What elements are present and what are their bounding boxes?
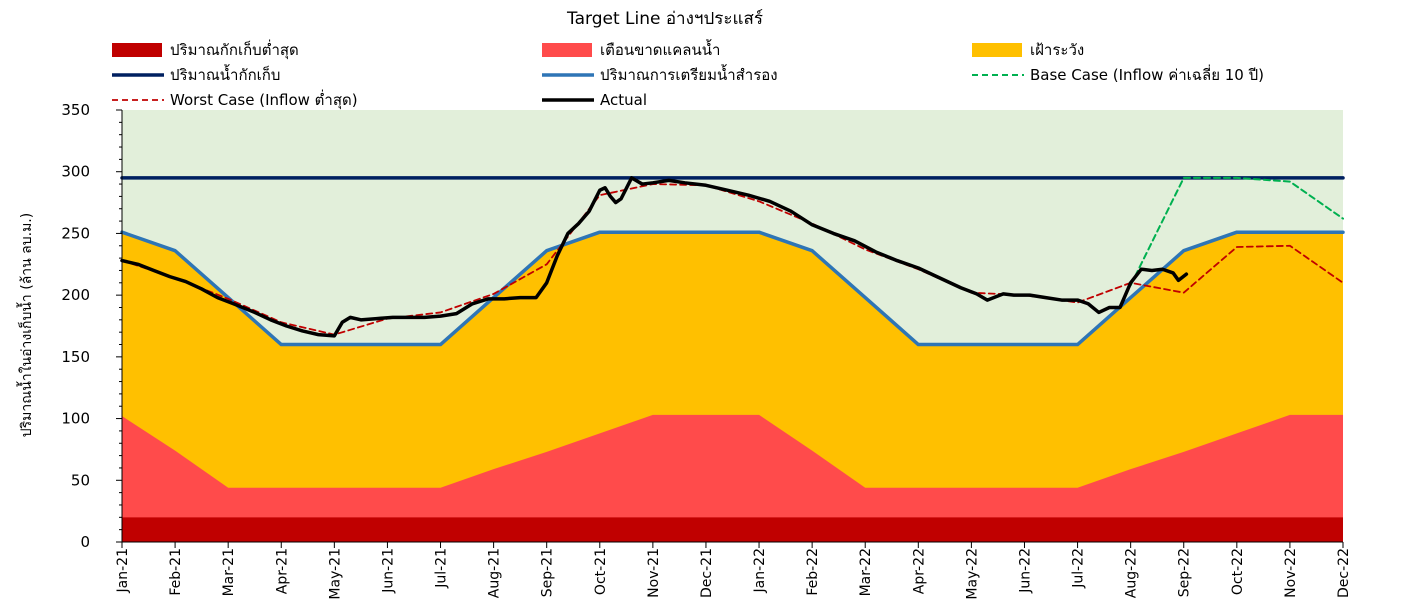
x-tick-label: Nov-21 [646, 548, 662, 598]
y-tick-label: 0 [80, 533, 90, 551]
x-tick-label: Dec-22 [1336, 548, 1352, 598]
legend-item-min_storage: ปริมาณกักเก็บต่ำสุด [112, 39, 299, 60]
chart-title: Target Line อ่างฯประแสร์ [566, 9, 763, 29]
y-tick-label: 100 [61, 410, 90, 428]
legend-label: ปริมาณกักเก็บต่ำสุด [170, 39, 299, 60]
plot-area [120, 110, 1345, 543]
x-tick-label: Aug-21 [487, 548, 503, 598]
legend-label: Actual [600, 91, 647, 109]
x-tick-label: Jul-21 [434, 548, 450, 589]
x-tick-label: Mar-22 [858, 548, 874, 596]
legend-item-actual: Actual [542, 91, 647, 109]
y-tick-label: 150 [61, 348, 90, 366]
x-tick-label: May-22 [964, 548, 980, 600]
x-tick-label: Sep-21 [540, 548, 556, 597]
x-tick-label: Oct-22 [1230, 548, 1246, 595]
x-tick-label: Feb-21 [168, 548, 184, 596]
y-tick-label: 50 [71, 471, 90, 489]
y-tick-label: 350 [61, 101, 90, 119]
line-reserve [120, 230, 1345, 347]
legend-label: Base Case (Inflow ค่าเฉลี่ย 10 ปี) [1030, 64, 1264, 84]
y-tick-label: 250 [61, 224, 90, 242]
x-tick-label: Jan-21 [115, 548, 131, 593]
y-axis-label: ปริมาณน้ำในอ่างเก็บน้ำ (ล้าน ลบ.ม.) [16, 213, 35, 437]
area-caution [122, 232, 1343, 543]
legend-swatch [542, 43, 592, 57]
x-tick-label: Mar-21 [221, 548, 237, 596]
legend-label: เฝ้าระวัง [1030, 41, 1084, 59]
x-tick-label: Dec-21 [699, 548, 715, 598]
legend-item-storage_cap: ปริมาณน้ำกักเก็บ [112, 64, 280, 84]
area-warning [122, 414, 1343, 542]
area-min_storage [122, 517, 1343, 542]
line-actual [120, 176, 1189, 338]
x-tick-label: Apr-21 [274, 548, 290, 594]
legend: ปริมาณกักเก็บต่ำสุด เตือนขาดแคลนน้ำ เฝ้าระ… [112, 39, 1264, 110]
y-tick-label: 200 [61, 286, 90, 304]
legend-swatch [112, 43, 162, 57]
legend-label: ปริมาณน้ำกักเก็บ [170, 64, 280, 84]
x-tick-label: Jun-22 [1017, 548, 1033, 594]
legend-label: Worst Case (Inflow ต่ำสุด) [170, 89, 358, 110]
x-tick-label: Apr-22 [911, 548, 927, 594]
x-tick-label: Jun-21 [380, 548, 396, 594]
legend-item-worst_case: Worst Case (Inflow ต่ำสุด) [112, 89, 358, 110]
axes: 0 50 100 150 200 250 300 350 Jan-21 Feb-21 Mar-21 A… [61, 101, 1352, 600]
legend-item-reserve: ปริมาณการเตรียมน้ำสำรอง [542, 64, 778, 84]
x-tick-label: Oct-21 [593, 548, 609, 595]
x-tick-label: May-21 [327, 548, 343, 600]
x-tick-label: Aug-22 [1124, 548, 1140, 598]
legend-item-caution: เฝ้าระวัง [972, 41, 1084, 59]
x-tick-label: Sep-22 [1177, 548, 1193, 597]
legend-item-warning: เตือนขาดแคลนน้ำ [542, 39, 720, 59]
x-tick-label: Jul-22 [1071, 548, 1087, 589]
legend-swatch [972, 43, 1022, 57]
x-tick-label: Feb-22 [805, 548, 821, 596]
y-tick-label: 300 [61, 163, 90, 181]
line-base_case [1129, 176, 1344, 287]
legend-label: เตือนขาดแคลนน้ำ [600, 39, 720, 59]
x-tick-label: Jan-22 [752, 548, 768, 593]
legend-item-base_case: Base Case (Inflow ค่าเฉลี่ย 10 ปี) [972, 64, 1264, 84]
line-worst_case [121, 183, 1344, 336]
legend-label: ปริมาณการเตรียมน้ำสำรอง [600, 64, 778, 84]
x-tick-label: Nov-22 [1283, 548, 1299, 598]
